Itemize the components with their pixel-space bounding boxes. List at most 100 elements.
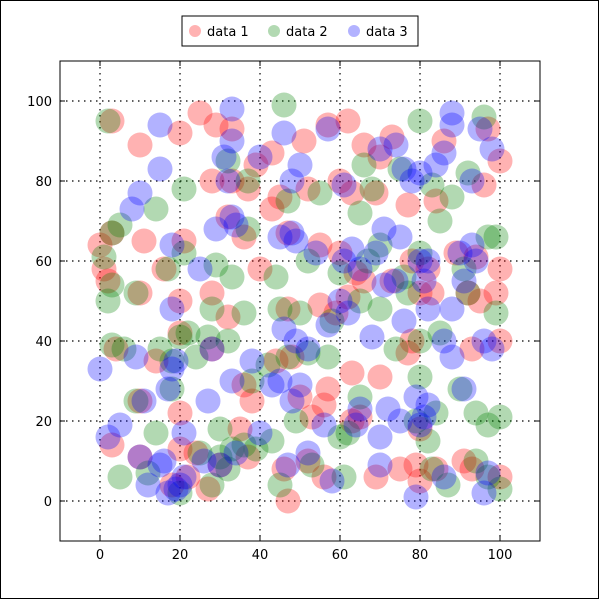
scatter-point <box>367 232 393 258</box>
scatter-point <box>263 348 289 374</box>
scatter-point <box>451 256 477 282</box>
x-tick-label: 0 <box>96 548 104 563</box>
scatter-point <box>387 456 413 482</box>
scatter-point <box>383 336 409 362</box>
scatter-point <box>279 344 305 370</box>
scatter-point <box>399 328 425 354</box>
scatter-point <box>487 148 513 174</box>
plot-area <box>60 61 540 541</box>
scatter-point <box>487 464 513 490</box>
scatter-point <box>407 364 433 390</box>
scatter-point <box>143 348 169 374</box>
scatter-point <box>151 256 177 282</box>
scatter-point <box>483 280 509 306</box>
scatter-point <box>415 392 441 418</box>
scatter-point <box>427 320 453 346</box>
scatter-point <box>371 216 397 242</box>
scatter-point <box>451 268 477 294</box>
scatter-point <box>379 124 405 150</box>
scatter-point <box>127 388 153 414</box>
scatter-point <box>435 472 461 498</box>
scatter-point <box>107 464 133 490</box>
scatter-point <box>335 420 361 446</box>
scatter-point <box>259 140 285 166</box>
scatter-point <box>411 404 437 430</box>
scatter-point <box>359 176 385 202</box>
legend-marker <box>189 25 201 37</box>
scatter-point <box>375 396 401 422</box>
scatter-point <box>307 232 333 258</box>
scatter-point <box>215 328 241 354</box>
scatter-point <box>275 296 301 322</box>
scatter-point <box>123 344 149 370</box>
scatter-point <box>287 384 313 410</box>
series-2 <box>91 92 513 506</box>
scatter-point <box>387 224 413 250</box>
scatter-point <box>391 264 417 290</box>
x-tick-label: 20 <box>172 548 189 563</box>
scatter-point <box>247 420 273 446</box>
legend-label: data 2 <box>286 25 328 40</box>
legend-label: data 1 <box>207 25 249 40</box>
scatter-point <box>119 196 145 222</box>
scatter-point <box>479 336 505 362</box>
scatter-point <box>455 280 481 306</box>
scatter-point <box>407 328 433 354</box>
scatter-point <box>327 288 353 314</box>
scatter-point <box>151 448 177 474</box>
scatter-point <box>407 280 433 306</box>
data-points <box>87 92 513 514</box>
scatter-point <box>147 112 173 138</box>
scatter-point <box>347 404 373 430</box>
scatter-point <box>359 324 385 350</box>
scatter-point <box>287 300 313 326</box>
scatter-point <box>127 132 153 158</box>
series-1 <box>87 100 513 514</box>
scatter-point <box>399 248 425 274</box>
scatter-point <box>387 156 413 182</box>
scatter-point <box>135 460 161 486</box>
scatter-point <box>347 200 373 226</box>
scatter-point <box>231 432 257 458</box>
scatter-point <box>271 456 297 482</box>
scatter-point <box>167 120 193 146</box>
scatter-point <box>155 256 181 282</box>
scatter-point <box>227 416 253 442</box>
scatter-point <box>351 132 377 158</box>
scatter-point <box>243 436 269 462</box>
scatter-point <box>187 440 213 466</box>
scatter-point <box>447 240 473 266</box>
scatter-point <box>323 300 349 326</box>
scatter-point <box>451 376 477 402</box>
scatter-point <box>335 300 361 326</box>
scatter-point <box>339 408 365 434</box>
scatter-point <box>159 376 185 402</box>
scatter-point <box>411 268 437 294</box>
scatter-point <box>407 412 433 438</box>
scatter-point <box>279 220 305 246</box>
scatter-point <box>271 120 297 146</box>
scatter-point <box>479 136 505 162</box>
scatter-point <box>263 264 289 290</box>
scatter-point <box>487 476 513 502</box>
scatter-point <box>407 248 433 274</box>
scatter-point <box>219 204 245 230</box>
scatter-point <box>199 168 225 194</box>
scatter-point <box>159 232 185 258</box>
scatter-point <box>471 328 497 354</box>
scatter-point <box>431 464 457 490</box>
y-tick-label: 80 <box>35 175 52 190</box>
scatter-point <box>467 116 493 142</box>
scatter-point <box>423 188 449 214</box>
scatter-point <box>99 108 125 134</box>
scatter-point <box>407 240 433 266</box>
scatter-point <box>459 336 485 362</box>
scatter-point <box>207 416 233 442</box>
scatter-point <box>267 184 293 210</box>
scatter-point <box>127 280 153 306</box>
scatter-point <box>103 336 129 362</box>
scatter-point <box>223 440 249 466</box>
scatter-point <box>475 464 501 490</box>
scatter-point <box>275 188 301 214</box>
